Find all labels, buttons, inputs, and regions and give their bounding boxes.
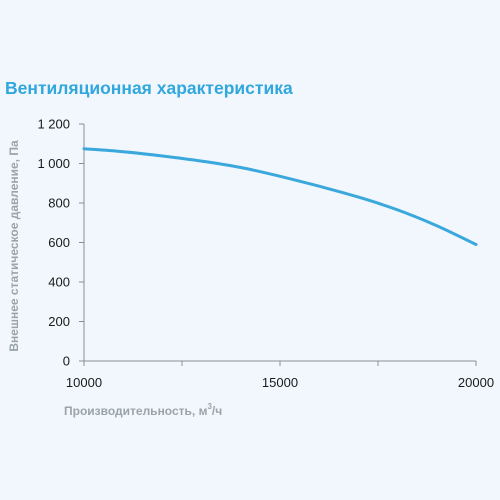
x-axis-title: Производительность, м3/ч: [64, 402, 222, 418]
chart-title: Вентиляционная характеристика: [5, 78, 293, 98]
y-tick-label: 600: [48, 235, 70, 250]
y-axis-title: Внешнее статическое давление, Па: [7, 140, 21, 352]
y-tick-label: 0: [63, 354, 70, 369]
x-tick-label: 20000: [458, 375, 494, 390]
y-tick-label: 1 200: [37, 117, 70, 132]
y-tick-label: 200: [48, 314, 70, 329]
y-tick-label: 800: [48, 196, 70, 211]
series-line: [82, 147, 478, 246]
x-tick-label: 15000: [262, 375, 298, 390]
x-tick-label: 10000: [66, 375, 102, 390]
y-tick-label: 1 000: [37, 156, 70, 171]
y-tick-label: 400: [48, 275, 70, 290]
